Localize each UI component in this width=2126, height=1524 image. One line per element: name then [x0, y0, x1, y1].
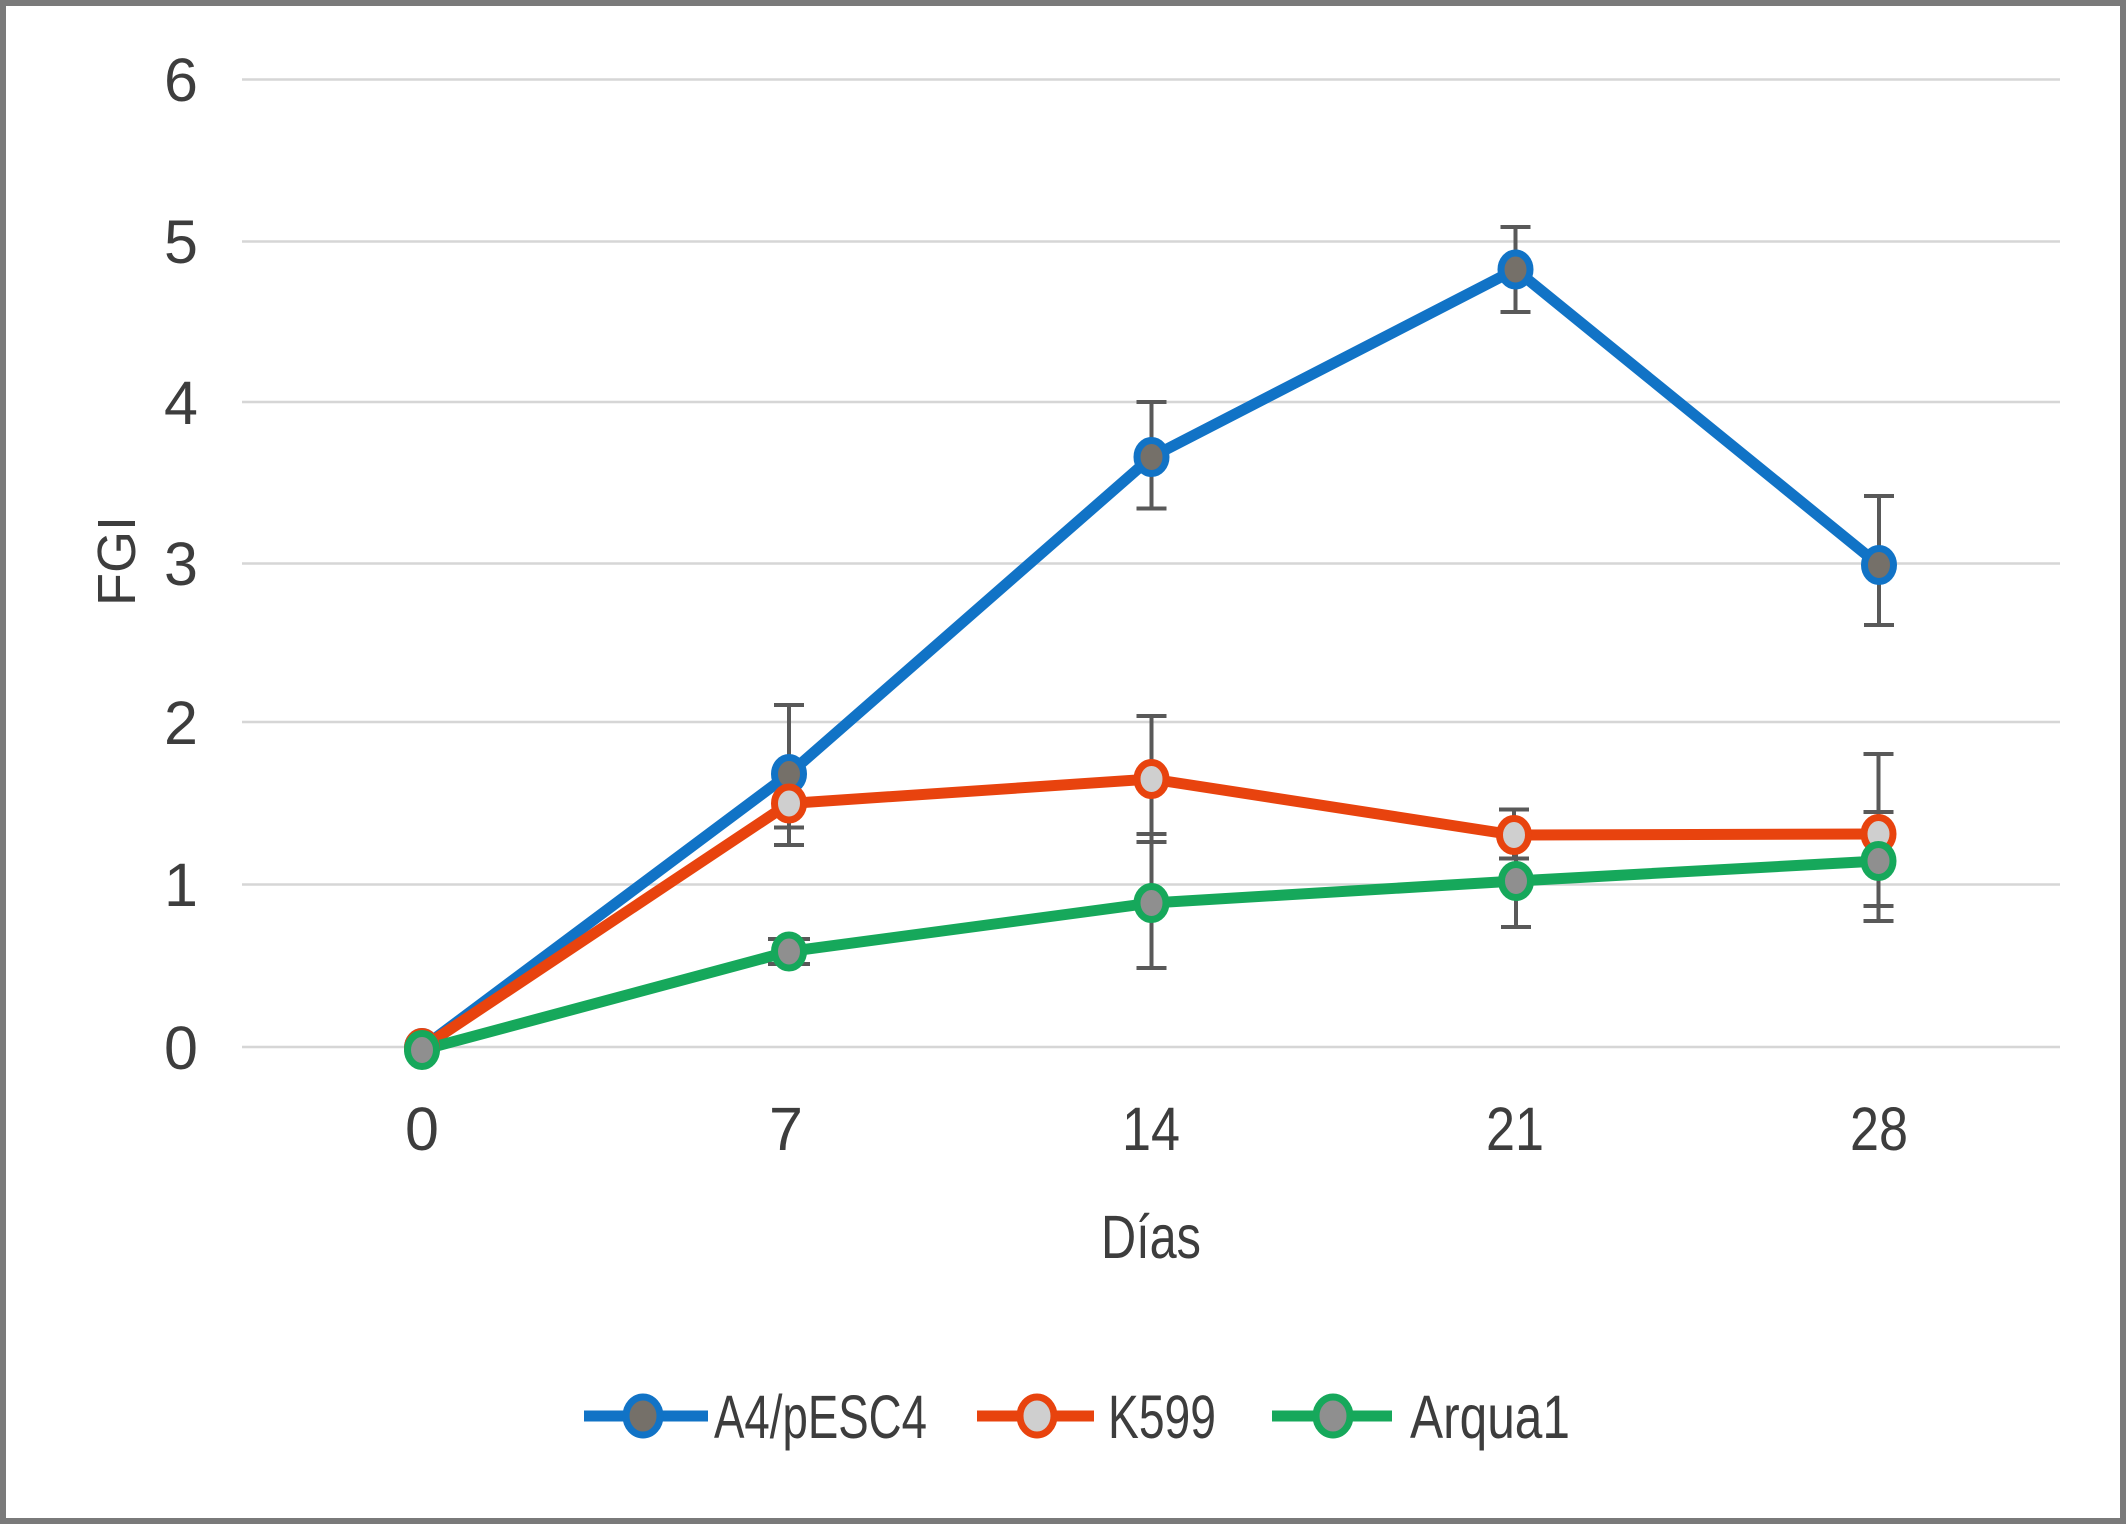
- svg-text:0: 0: [405, 1095, 439, 1163]
- svg-text:6: 6: [164, 46, 198, 114]
- svg-text:21: 21: [1486, 1095, 1544, 1163]
- svg-text:28: 28: [1850, 1095, 1908, 1163]
- svg-text:A4/pESC4: A4/pESC4: [714, 1383, 927, 1451]
- svg-text:5: 5: [164, 208, 198, 276]
- svg-text:2: 2: [164, 689, 198, 757]
- svg-text:14: 14: [1122, 1095, 1180, 1163]
- svg-text:0: 0: [164, 1014, 198, 1082]
- svg-text:4: 4: [164, 369, 198, 437]
- svg-text:K599: K599: [1108, 1383, 1216, 1451]
- svg-text:FGI: FGI: [87, 516, 147, 606]
- svg-text:7: 7: [769, 1095, 803, 1163]
- svg-text:1: 1: [164, 851, 198, 919]
- svg-text:Días: Días: [1101, 1203, 1201, 1271]
- svg-text:Arqua1: Arqua1: [1410, 1383, 1570, 1451]
- svg-text:3: 3: [164, 530, 198, 598]
